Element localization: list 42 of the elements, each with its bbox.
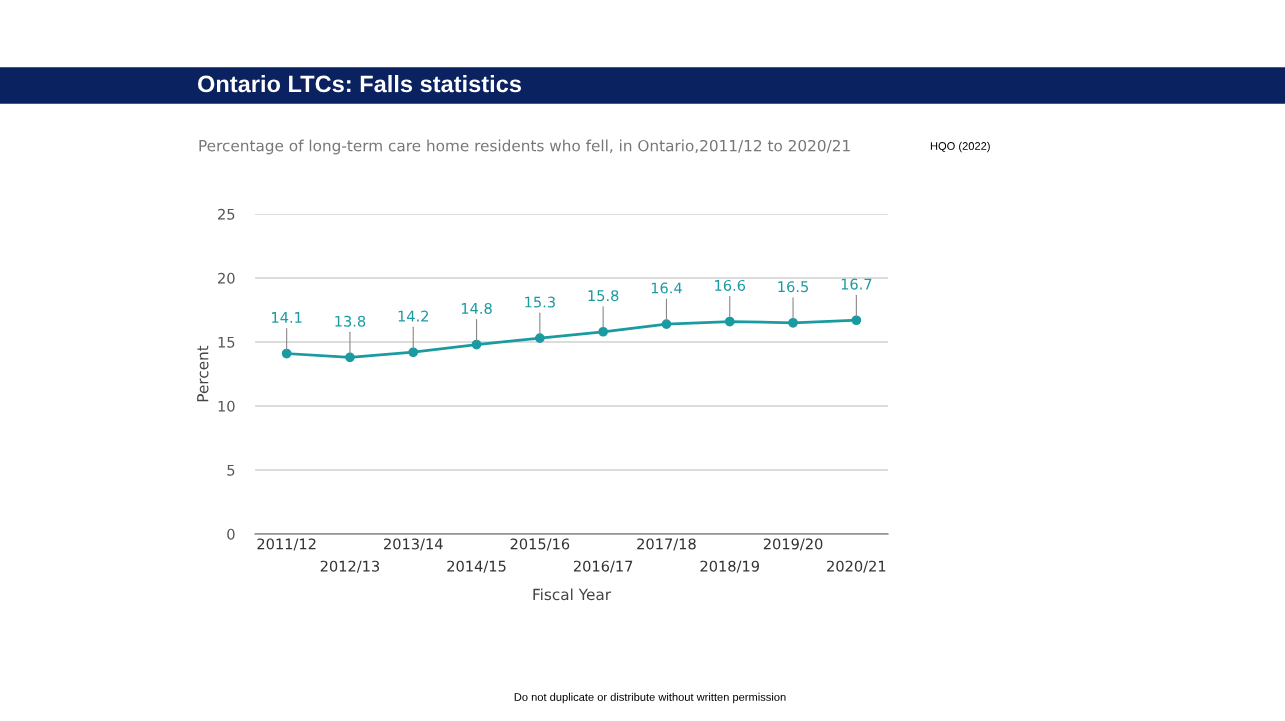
data-label: 14.2 <box>398 310 429 322</box>
data-label: 15.8 <box>588 290 619 302</box>
point <box>534 333 545 344</box>
x-tick-label: 2015/16 <box>510 538 570 551</box>
point <box>851 315 862 326</box>
x-tick-label: 2018/19 <box>700 560 760 573</box>
data-label: 14.1 <box>272 312 302 323</box>
x-tick-label: 2019/20 <box>763 538 823 551</box>
x-tick-label: 2016/17 <box>573 560 633 573</box>
data-label: 15.3 <box>525 296 555 308</box>
x-tick-label: 2011/12 <box>257 538 316 551</box>
x-axis-title: Fiscal Year <box>533 588 612 601</box>
point <box>661 319 672 329</box>
y-tick-label: 0 <box>227 528 235 540</box>
point <box>281 348 292 359</box>
text: HQO (2022) <box>930 141 990 153</box>
y-tick-label: 25 <box>218 208 235 220</box>
y-axis-title: Percent <box>197 345 209 402</box>
point <box>724 316 735 327</box>
x-tick-label: 2017/18 <box>637 538 696 551</box>
text: Do not duplicate or distribute without written permission <box>514 692 786 704</box>
point <box>471 339 482 350</box>
data-label: 16.5 <box>778 281 809 293</box>
data-label: 16.4 <box>651 282 682 294</box>
x-tick-label: 2013/14 <box>384 538 443 551</box>
x-tick-label: 2020/21 <box>827 560 886 573</box>
chart-subtitle: Percentage of long-term care home residents who fell, in Ontario,2011/12 to 2020/21 <box>199 139 850 155</box>
point <box>788 317 798 328</box>
point <box>598 326 609 337</box>
data-label: 14.8 <box>461 302 492 314</box>
data-label: 13.8 <box>335 315 366 327</box>
y-tick-label: 10 <box>218 400 235 412</box>
y-tick-label: 15 <box>218 336 235 348</box>
y-tick-label: 20 <box>218 272 235 284</box>
point <box>345 352 355 363</box>
point <box>408 347 419 358</box>
chart-title: Ontario LTCs: Falls statistics <box>197 75 521 93</box>
x-tick-label: 2012/13 <box>320 560 380 573</box>
data-label: 16.7 <box>841 278 872 290</box>
x-tick-label: 2014/15 <box>447 560 506 573</box>
data-label: 16.6 <box>715 279 746 291</box>
y-tick-label: 5 <box>227 464 235 476</box>
